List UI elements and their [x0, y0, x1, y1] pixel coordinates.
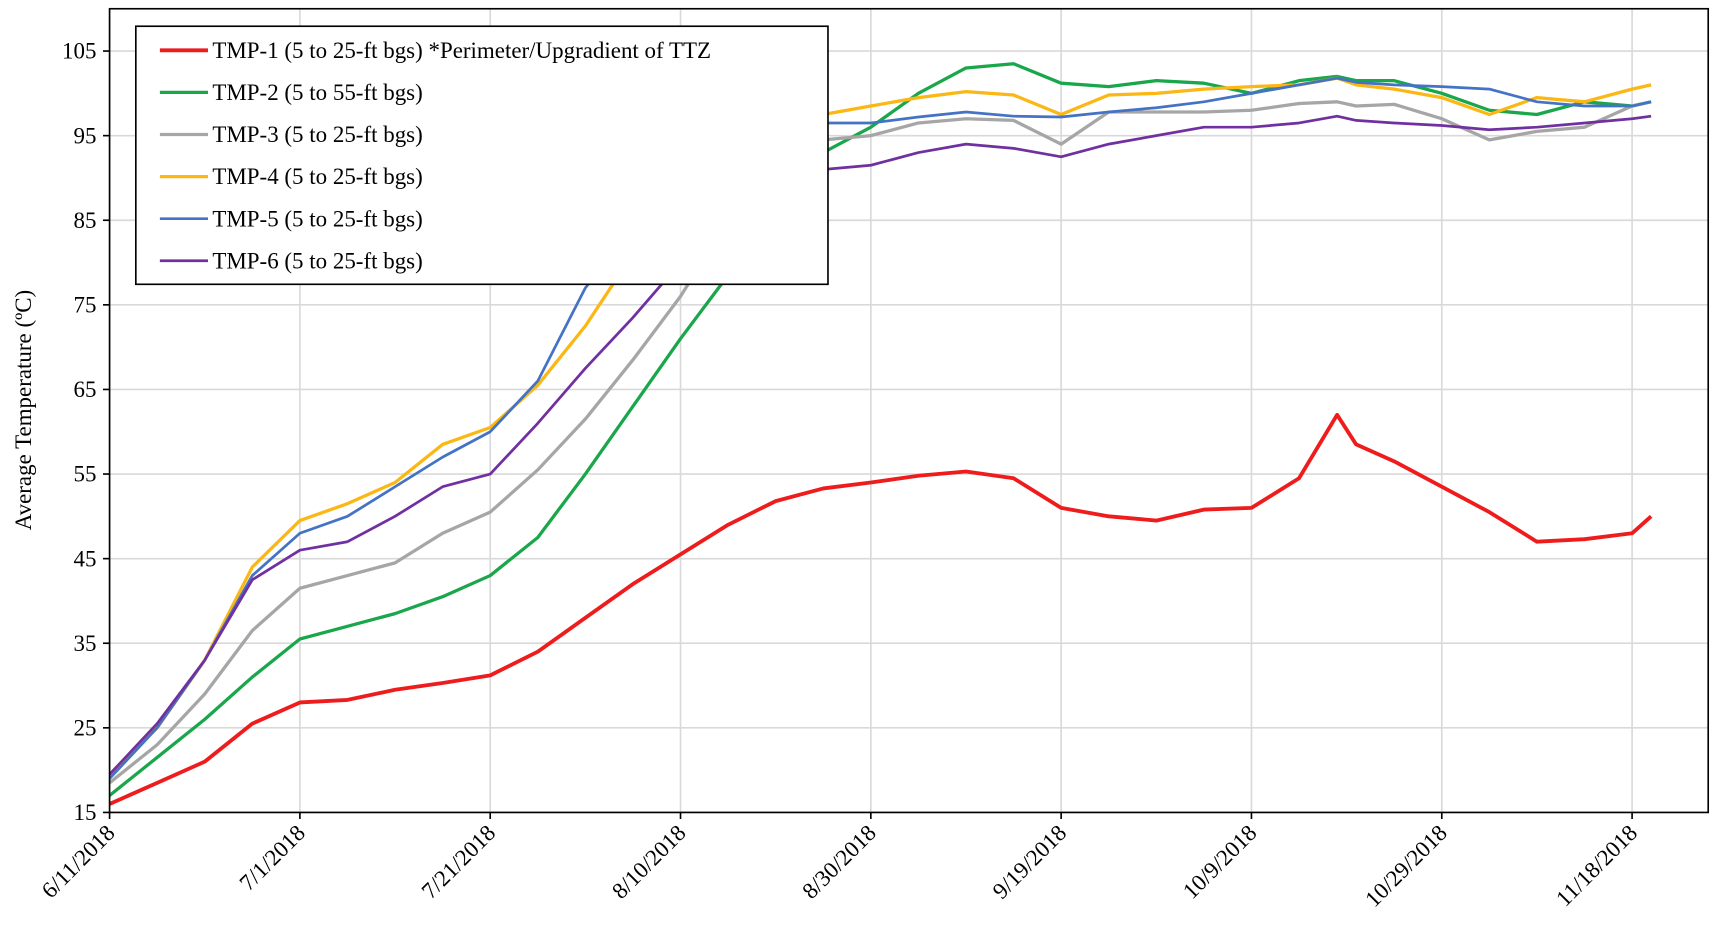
legend-label: TMP-6 (5 to 25-ft bgs): [212, 248, 422, 273]
y-tick-label: 85: [74, 208, 97, 233]
legend-label: TMP-5 (5 to 25-ft bgs): [212, 206, 422, 231]
legend-box: [134, 25, 829, 286]
legend-label: TMP-2 (5 to 55-ft bgs): [212, 80, 422, 105]
y-tick-label: 75: [74, 292, 97, 317]
y-axis-title: Average Temperature (ºC): [11, 290, 36, 530]
legend: TMP-1 (5 to 25-ft bgs) *Perimeter/Upgrad…: [134, 25, 829, 286]
legend-label: TMP-3 (5 to 25-ft bgs): [212, 122, 422, 147]
series-line: [108, 76, 1652, 776]
series-line: [108, 412, 1653, 806]
series-line: [108, 76, 1652, 780]
y-tick-label: 95: [74, 123, 97, 148]
legend-label: TMP-1 (5 to 25-ft bgs) *Perimeter/Upgrad…: [212, 38, 711, 63]
y-tick-label: 15: [74, 800, 97, 825]
series-line: [108, 100, 1652, 785]
y-tick-label: 105: [62, 39, 96, 64]
lines: [108, 62, 1653, 806]
y-tick-label: 35: [74, 631, 97, 656]
series-line: [108, 114, 1652, 776]
y-tick-label: 25: [74, 715, 97, 740]
y-tick-label: 65: [74, 377, 97, 402]
y-tick-label: 55: [74, 462, 97, 487]
y-tick-label: 45: [74, 546, 97, 571]
plot-frame: [108, 7, 1710, 814]
legend-label: TMP-4 (5 to 25-ft bgs): [212, 164, 422, 189]
